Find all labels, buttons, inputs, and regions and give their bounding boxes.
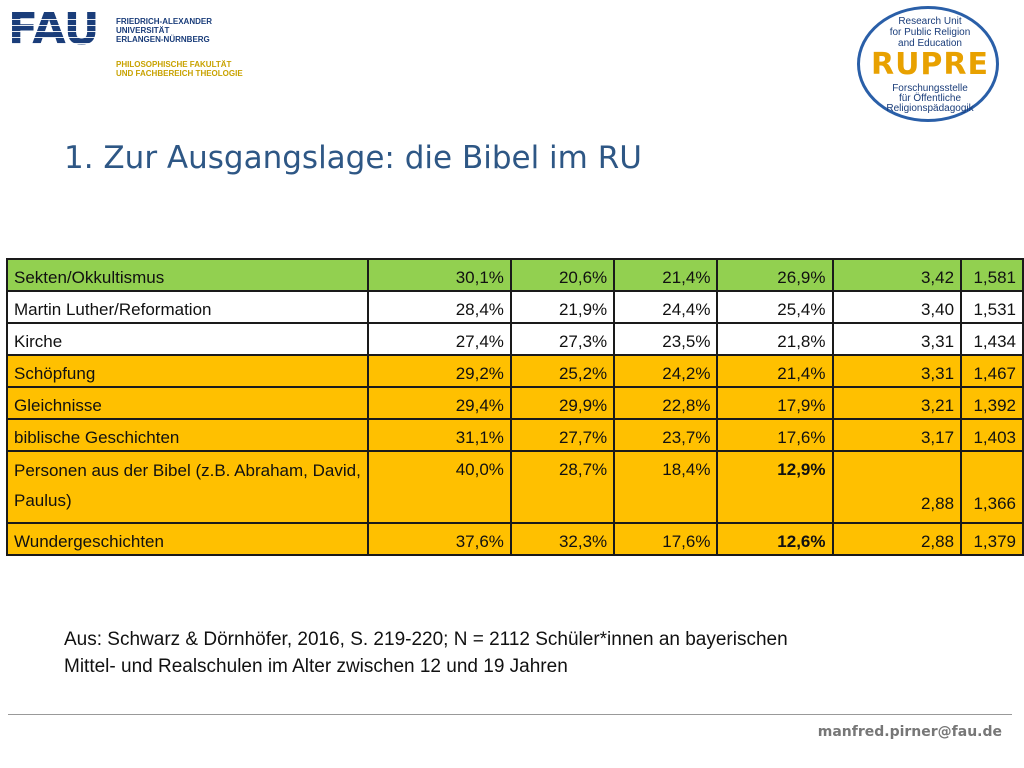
table-row: biblische Geschichten 31,1% 27,7% 23,7% 17,6…: [5, 418, 1024, 452]
row-label: Personen aus der Bibel (z.B. Abraham, Da…: [5, 450, 370, 524]
cell-v3: 17,6%: [613, 522, 719, 556]
row-label: biblische Geschichten: [5, 418, 370, 452]
rupre-wordmark: RUPRE: [870, 47, 990, 82]
cell-v4: 12,9%: [716, 450, 834, 524]
row-label: Sekten/Okkultismus: [5, 258, 370, 292]
row-label: Gleichnisse: [5, 386, 370, 420]
cell-v2: 21,9%: [509, 290, 616, 324]
fau-name-line: UNIVERSITÄT: [116, 26, 170, 35]
footer-email: manfred.pirner@fau.de: [817, 724, 1002, 740]
cell-v4: 17,6%: [716, 418, 834, 452]
rupre-bottom-text: Forschungsstelle für Öffentliche Religio…: [855, 84, 1005, 114]
cell-v4: 25,4%: [716, 290, 834, 324]
cell-v2: 28,7%: [509, 450, 616, 524]
fau-faculty-line: PHILOSOPHISCHE FAKULTÄT: [116, 60, 232, 69]
cell-v3: 21,4%: [613, 258, 719, 292]
rupre-top-line: Research Unit: [898, 16, 962, 27]
cell-mean: 2,88: [831, 522, 963, 556]
rupre-top-line: for Public Religion: [889, 27, 971, 38]
cell-v3: 24,4%: [613, 290, 719, 324]
source-line: Aus: Schwarz & Dörnhöfer, 2016, S. 219-2…: [64, 629, 788, 650]
cell-v4: 21,4%: [716, 354, 834, 388]
cell-v1: 37,6%: [367, 522, 512, 556]
cell-sd: 1,467: [960, 354, 1024, 388]
cell-v3: 18,4%: [613, 450, 719, 524]
cell-v1: 29,2%: [367, 354, 512, 388]
footer-divider: [8, 714, 1012, 715]
cell-mean: 3,31: [831, 354, 963, 388]
rupre-logo: Research Unit for Public Religion and Ed…: [855, 4, 1005, 128]
cell-mean: 3,17: [831, 418, 963, 452]
cell-sd: 1,403: [960, 418, 1024, 452]
cell-v2: 27,3%: [509, 322, 616, 356]
cell-sd: 1,531: [960, 290, 1024, 324]
cell-sd: 1,366: [960, 450, 1024, 524]
cell-v2: 27,7%: [509, 418, 616, 452]
cell-mean: 3,31: [831, 322, 963, 356]
cell-mean: 3,40: [831, 290, 963, 324]
row-label: Kirche: [5, 322, 370, 356]
cell-v2: 20,6%: [509, 258, 616, 292]
cell-v4: 12,6%: [716, 522, 834, 556]
row-label: Wundergeschichten: [5, 522, 370, 556]
cell-v3: 23,5%: [613, 322, 719, 356]
cell-v1: 31,1%: [367, 418, 512, 452]
fau-university-name: FRIEDRICH-ALEXANDER UNIVERSITÄT ERLANGEN…: [116, 17, 212, 44]
table-row: Martin Luther/Reformation 28,4% 21,9% 24,4%…: [5, 290, 1024, 324]
rupre-bottom-line: für Öffentliche: [898, 93, 962, 104]
source-line: Mittel- und Realschulen im Alter zwische…: [64, 656, 568, 677]
cell-v3: 22,8%: [613, 386, 719, 420]
table-row: Gleichnisse 29,4% 29,9% 22,8% 17,9% 3,21 1,392: [5, 386, 1024, 420]
cell-v2: 29,9%: [509, 386, 616, 420]
cell-mean: 3,21: [831, 386, 963, 420]
fau-faculty-name: PHILOSOPHISCHE FAKULTÄT UND FACHBEREICH …: [116, 60, 243, 78]
cell-mean: 3,42: [831, 258, 963, 292]
cell-mean: 2,88: [831, 450, 963, 524]
results-table: Sekten/Okkultismus 30,1% 20,6% 21,4% 26,9% 3,…: [5, 258, 1024, 556]
rupre-bottom-line: Forschungsstelle: [892, 83, 968, 94]
slide-title: 1. Zur Ausgangslage: die Bibel im RU: [64, 140, 642, 176]
cell-v4: 26,9%: [716, 258, 834, 292]
cell-sd: 1,392: [960, 386, 1024, 420]
fau-name-line: ERLANGEN-NÜRNBERG: [116, 35, 210, 44]
cell-v2: 32,3%: [509, 522, 616, 556]
rupre-bottom-line: Religionspädagogik: [886, 103, 974, 114]
cell-v1: 28,4%: [367, 290, 512, 324]
table-row: Sekten/Okkultismus 30,1% 20,6% 21,4% 26,9% 3,…: [5, 258, 1024, 292]
table-row: Kirche 27,4% 27,3% 23,5% 21,8% 3,31 1,434: [5, 322, 1024, 356]
cell-v1: 29,4%: [367, 386, 512, 420]
cell-v1: 27,4%: [367, 322, 512, 356]
source-citation: Aus: Schwarz & Dörnhöfer, 2016, S. 219-2…: [64, 626, 984, 680]
results-table-body: Sekten/Okkultismus 30,1% 20,6% 21,4% 26,9% 3,…: [5, 258, 1024, 556]
cell-v2: 25,2%: [509, 354, 616, 388]
fau-faculty-line: UND FACHBEREICH THEOLOGIE: [116, 69, 243, 78]
table-row: Schöpfung 29,2% 25,2% 24,2% 21,4% 3,31 1,467: [5, 354, 1024, 388]
fau-logo-mark: FAU: [8, 4, 99, 55]
fau-name-line: FRIEDRICH-ALEXANDER: [116, 17, 212, 26]
cell-v3: 24,2%: [613, 354, 719, 388]
row-label: Martin Luther/Reformation: [5, 290, 370, 324]
table-row: Wundergeschichten 37,6% 32,3% 17,6% 12,6% 2,8…: [5, 522, 1024, 556]
cell-sd: 1,581: [960, 258, 1024, 292]
table-row: Personen aus der Bibel (z.B. Abraham, Da…: [5, 450, 1024, 524]
cell-v1: 30,1%: [367, 258, 512, 292]
rupre-logo-ring: [857, 6, 999, 122]
cell-v3: 23,7%: [613, 418, 719, 452]
cell-v1: 40,0%: [367, 450, 512, 524]
fau-logo: FAU FRIEDRICH-ALEXANDER UNIVERSITÄT ERLA…: [8, 8, 258, 78]
cell-v4: 17,9%: [716, 386, 834, 420]
row-label: Schöpfung: [5, 354, 370, 388]
cell-sd: 1,434: [960, 322, 1024, 356]
rupre-top-text: Research Unit for Public Religion and Ed…: [855, 16, 1005, 49]
cell-v4: 21,8%: [716, 322, 834, 356]
cell-sd: 1,379: [960, 522, 1024, 556]
rupre-top-line: and Education: [898, 38, 962, 49]
